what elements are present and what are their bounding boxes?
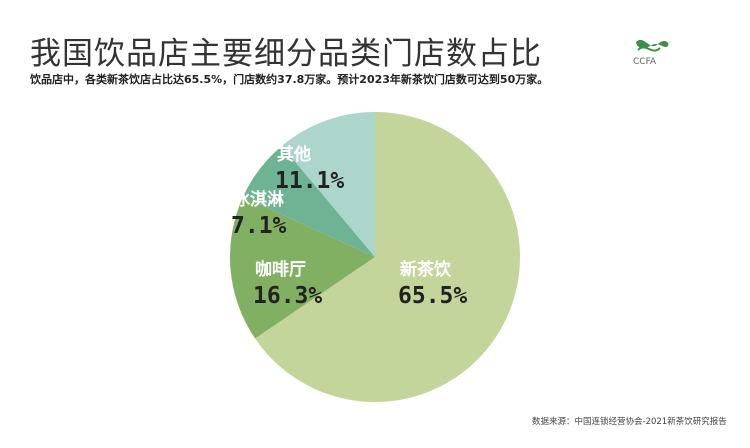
data-source: 数据来源：中国连锁经营协会-2021新茶饮研究报告 bbox=[532, 417, 727, 427]
pie-slice-3 bbox=[281, 112, 375, 257]
slice-value-label: 7.1% bbox=[231, 213, 287, 239]
slice-value-label: 11.1% bbox=[275, 168, 344, 194]
pie-slice-0 bbox=[255, 112, 521, 402]
pie-slice-1 bbox=[230, 196, 375, 339]
chart-subtitle: 饮品店中，各类新茶饮店占比达65.5%，门店数约37.8万家。预计2023年新茶… bbox=[30, 73, 549, 86]
slice-label: 咖啡厅 bbox=[255, 259, 306, 280]
svg-text:CCFA: CCFA bbox=[633, 57, 657, 66]
chart-title: 我国饮品店主要细分品类门店数占比 bbox=[30, 36, 542, 72]
slice-value-label: 65.5% bbox=[398, 283, 467, 309]
slice-value-label: 16.3% bbox=[253, 283, 322, 309]
slice-label: 冰淇淋 bbox=[233, 189, 284, 210]
pie-slice-2 bbox=[243, 145, 375, 257]
slice-label: 新茶饮 bbox=[400, 259, 452, 280]
slice-label: 其他 bbox=[277, 144, 311, 165]
ccfa-logo: CCFA bbox=[633, 39, 669, 66]
